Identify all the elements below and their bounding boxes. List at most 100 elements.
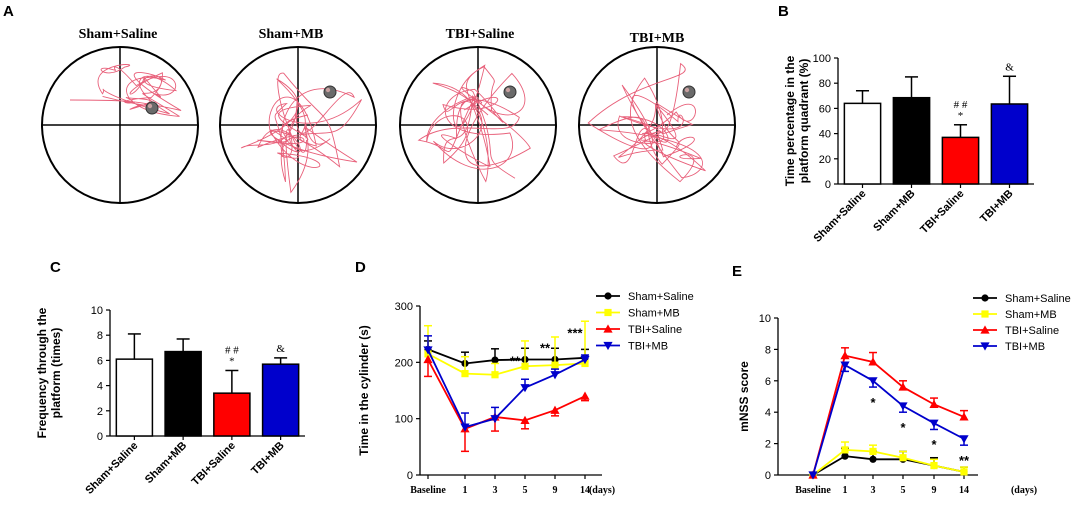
data-point (603, 341, 613, 351)
data-point (959, 412, 969, 421)
x-tick-label: 14 (959, 485, 969, 496)
data-point (841, 452, 849, 460)
y-tick-label: 8 (765, 344, 771, 356)
platform-marker (145, 101, 159, 115)
series-line (812, 354, 965, 476)
swim-track (69, 64, 182, 117)
y-tick-label: 60 (819, 103, 831, 115)
data-point (521, 362, 529, 370)
series-line (812, 455, 965, 476)
maze-panel (41, 46, 736, 204)
x-tick-label: TBI+Saline (918, 188, 966, 236)
series-line (812, 448, 965, 476)
panel-letter-e: E (732, 263, 742, 280)
y-tick-label: 6 (97, 355, 103, 367)
legend-label: TBI+Saline (1005, 325, 1059, 337)
x-axis-unit: (days) (589, 485, 615, 496)
legend: Sham+Saline Sham+MB TBI+Saline TBI+MB (596, 291, 694, 353)
x-tick-label: Sham+MB (143, 440, 189, 486)
data-point (808, 471, 818, 480)
y-tick-label: 0 (407, 470, 413, 482)
significance-mark: ** (540, 341, 551, 356)
data-point (550, 371, 560, 380)
panel-letter-b: B (778, 3, 789, 20)
x-tick-label: 14 (580, 485, 590, 496)
bar-sham-mb (164, 350, 202, 437)
data-point (520, 384, 530, 393)
x-tick-label: 9 (553, 485, 558, 496)
swim-track (417, 64, 531, 183)
y-axis-label: Time percentage in the (783, 55, 797, 186)
data-point (604, 292, 612, 300)
legend-label: Sham+Saline (1005, 293, 1071, 305)
y-tick-label: 40 (819, 129, 831, 141)
series-tbi-mb (808, 361, 969, 480)
significance-mark: * (229, 355, 235, 367)
legend-label: Sham+MB (1005, 309, 1057, 321)
data-point (930, 461, 938, 470)
series-sham-saline (424, 340, 589, 368)
data-point (580, 355, 590, 365)
y-tick-label: 80 (819, 78, 831, 90)
data-point (604, 308, 612, 317)
data-point (520, 415, 530, 424)
data-point (423, 354, 433, 364)
significance-mark: * (958, 110, 964, 122)
series-sham-mb (809, 441, 968, 479)
y-tick-label: 2 (97, 406, 103, 418)
series-sham-saline (809, 447, 968, 479)
bar-sham-mb (892, 96, 931, 185)
legend-label: TBI+Saline (628, 324, 682, 336)
significance-mark: * (931, 437, 937, 452)
legend-label: TBI+MB (628, 341, 668, 353)
data-point (960, 468, 968, 476)
x-tick-label: 5 (901, 485, 906, 496)
data-point (869, 455, 877, 463)
bar-tbi-mb (261, 363, 300, 437)
chart-c: 0 2 4 6 8 10 Frequency through the platform (ti… (35, 305, 305, 497)
significance-mark: # # (954, 99, 968, 111)
y-tick-label: 100 (395, 414, 413, 426)
y-tick-label: 10 (759, 313, 771, 325)
legend-label: TBI+MB (1005, 341, 1045, 353)
y-tick-label: 0 (765, 470, 771, 482)
y-tick-label: 2 (765, 439, 771, 451)
data-point (461, 370, 469, 378)
maze-1 (41, 46, 199, 204)
maze-title-sham-saline: Sham+Saline (79, 27, 158, 42)
panel-letter-d: D (355, 259, 366, 276)
maze-4 (578, 46, 736, 204)
data-point (491, 371, 499, 379)
swim-track (240, 72, 362, 194)
x-tick-label: 3 (871, 485, 876, 496)
x-tick-label: Sham+Saline (83, 440, 140, 497)
y-tick-label: 20 (819, 154, 831, 166)
significance-mark: *** (567, 326, 583, 341)
chart-d: 0 100 200 300 Time in the cylinder (s) Baseli… (357, 291, 694, 496)
x-tick-label: Baseline (410, 485, 446, 496)
data-point (423, 346, 433, 355)
y-tick-label: 100 (813, 53, 831, 65)
platform-marker (323, 85, 337, 99)
data-point (841, 446, 849, 454)
data-point (929, 419, 939, 428)
data-point (491, 356, 499, 364)
x-tick-label: TBI+MB (249, 440, 287, 478)
data-point (980, 325, 990, 334)
data-point (898, 402, 908, 411)
y-tick-label: 8 (97, 330, 103, 342)
platform-highlight (147, 103, 153, 109)
y-tick-label: 10 (91, 305, 103, 317)
y-tick-label: 300 (395, 301, 413, 313)
bar-tbi-saline (213, 392, 251, 437)
data-point (580, 391, 590, 400)
y-axis-label: mNSS score (737, 361, 751, 432)
x-tick-label: Sham+Saline (811, 188, 868, 245)
panel-letter-a: A (3, 3, 14, 20)
bar-sham-saline (843, 102, 882, 185)
data-point (840, 351, 850, 360)
swim-track (587, 62, 706, 183)
data-point (868, 377, 878, 386)
